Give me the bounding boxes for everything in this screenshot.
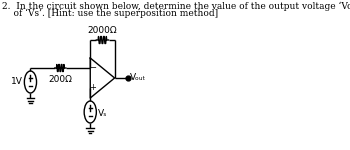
Text: 2000Ω: 2000Ω: [88, 26, 117, 35]
Text: 200Ω: 200Ω: [48, 75, 72, 84]
Text: Vₛ: Vₛ: [97, 108, 107, 117]
Text: 2.  In the circuit shown below, determine the value of the output voltage ‘Vout’: 2. In the circuit shown below, determine…: [2, 2, 350, 11]
Text: +: +: [90, 84, 97, 93]
Text: Vₒᵤₜ: Vₒᵤₜ: [130, 72, 146, 81]
Text: −: −: [90, 63, 97, 72]
Text: 1V: 1V: [11, 76, 23, 85]
Text: of ‘Vs’. [Hint: use the superposition method]: of ‘Vs’. [Hint: use the superposition me…: [2, 9, 218, 18]
